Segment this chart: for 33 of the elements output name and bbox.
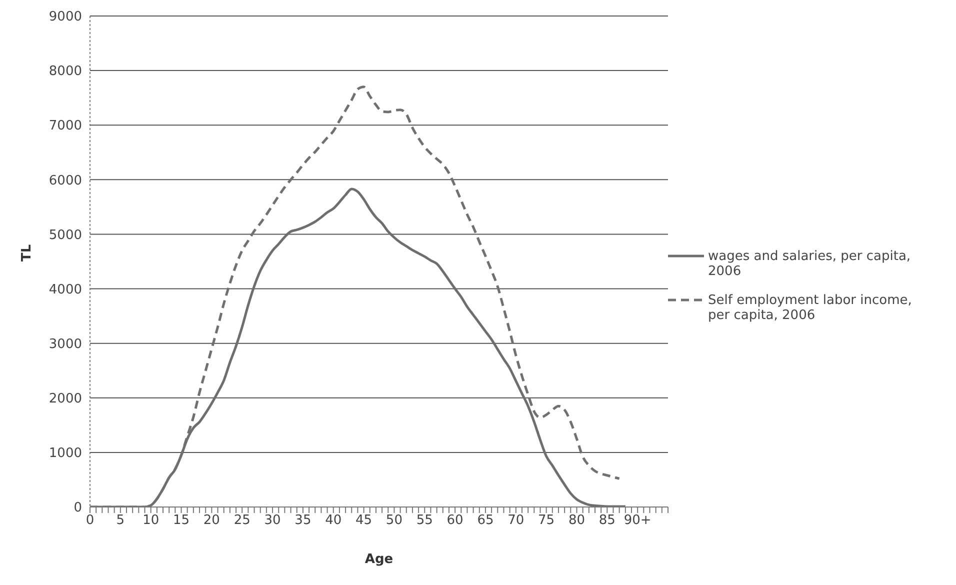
x-tick-label: 80 [568, 513, 586, 528]
y-tick-label: 6000 [48, 173, 82, 188]
x-tick-label: 50 [386, 513, 402, 528]
y-tick-label: 2000 [48, 392, 82, 407]
y-tick-label: 1000 [48, 446, 82, 462]
x-tick-label: 60 [446, 513, 464, 528]
x-tick-label: 55 [416, 513, 433, 528]
legend-label: wages and salaries, per capita, 2006 [708, 248, 912, 278]
x-tick-label: 25 [234, 513, 250, 528]
y-tick-label: 3000 [48, 336, 82, 352]
x-tick-label: 10 [142, 513, 160, 528]
x-tick-label: 5 [116, 513, 125, 528]
x-tick-label: 20 [203, 513, 220, 528]
x-tick-label: 15 [172, 513, 190, 528]
y-tick-label: 7000 [48, 118, 82, 134]
y-tick-label: 5000 [48, 228, 82, 243]
x-tick-label: 45 [356, 513, 372, 528]
y-tick-label: 4000 [48, 282, 82, 298]
x-tick-label: 90+ [624, 513, 652, 528]
x-tick-label: 35 [294, 513, 312, 528]
x-tick-label: 40 [325, 513, 342, 528]
legend-label: Self employment labor income, per capita, 2006 [708, 292, 913, 322]
x-tick-label: 65 [477, 513, 494, 528]
x-tick-label: 0 [86, 513, 94, 528]
x-axis-title: Age [364, 552, 394, 567]
x-tick-label: 75 [538, 513, 555, 528]
y-tick-label: 8000 [48, 64, 82, 80]
x-tick-label: 30 [264, 513, 281, 528]
y-tick-label: 0 [74, 500, 82, 516]
x-tick-label: 70 [508, 513, 524, 528]
y-axis-title: TL [20, 244, 35, 262]
x-tick-label: 85 [598, 513, 616, 528]
y-tick-label: 9000 [48, 10, 82, 25]
